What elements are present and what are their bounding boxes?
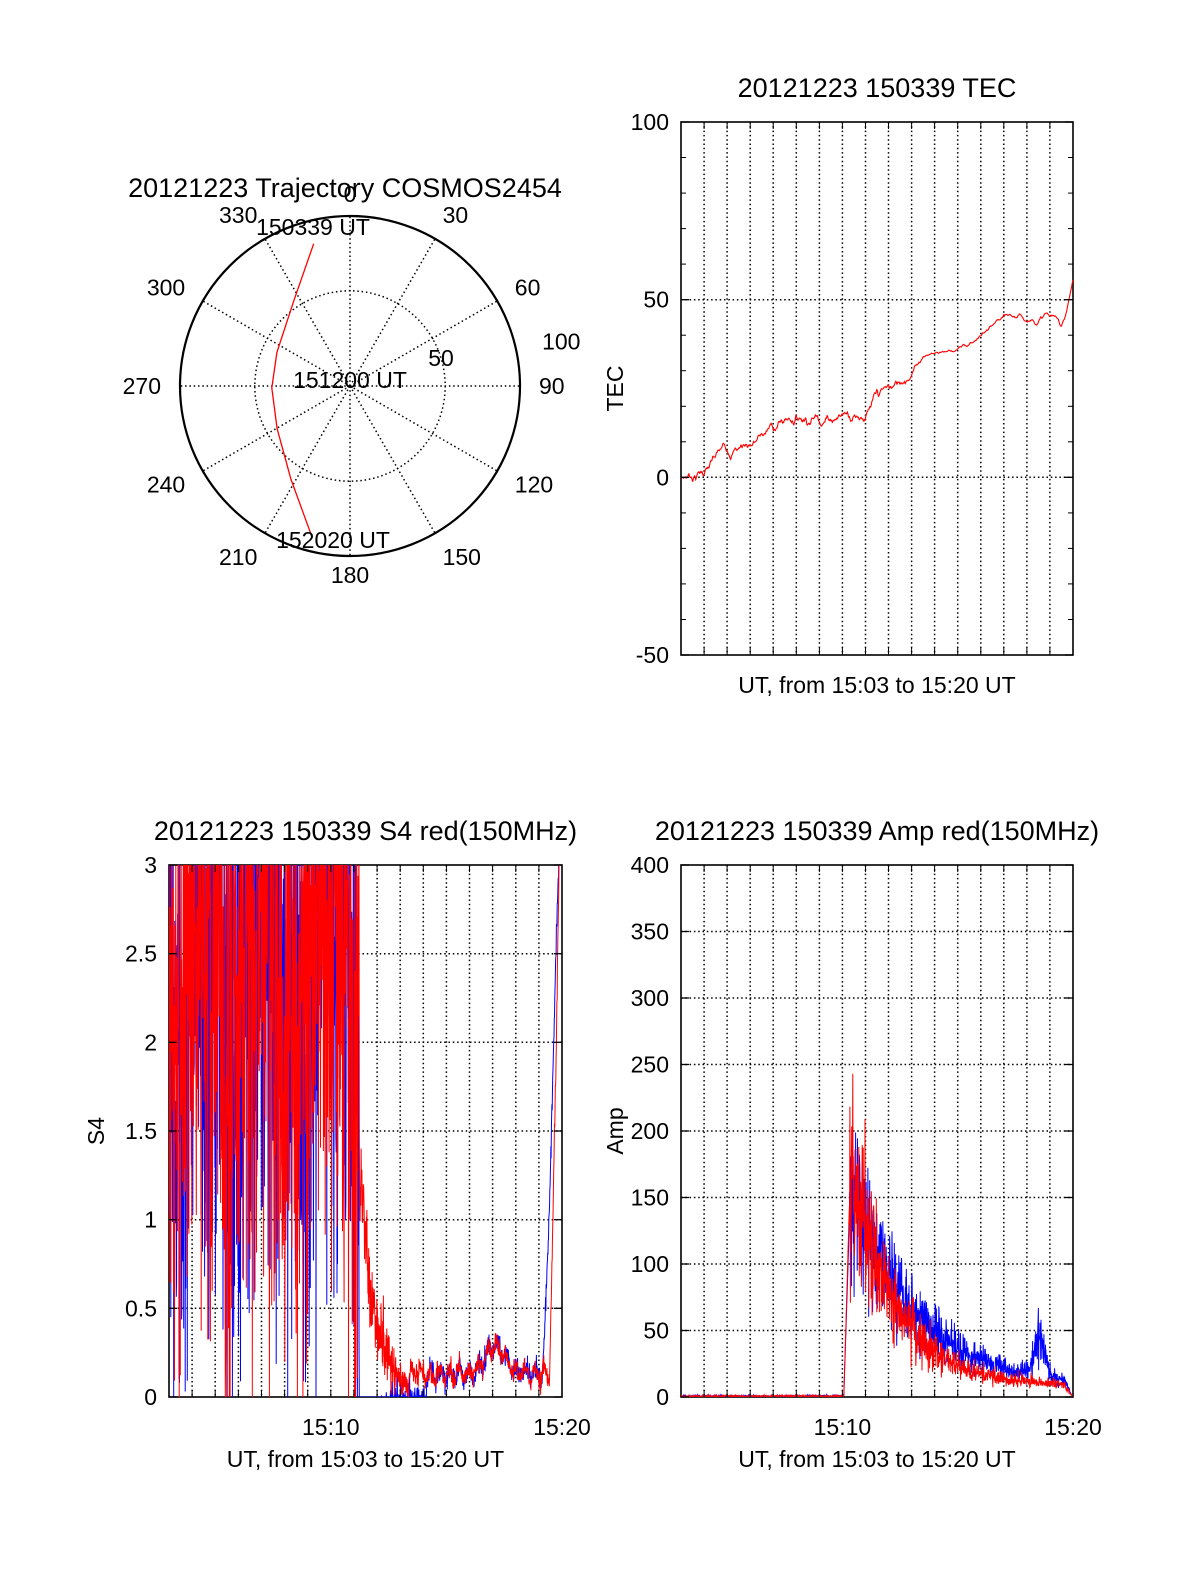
svg-text:UT, from 15:03 to 15:20 UT: UT, from 15:03 to 15:20 UT bbox=[227, 1446, 504, 1472]
svg-text:60: 60 bbox=[515, 274, 541, 300]
svg-text:15:10: 15:10 bbox=[302, 1414, 360, 1440]
svg-text:2: 2 bbox=[144, 1029, 157, 1055]
svg-text:200: 200 bbox=[631, 1118, 669, 1144]
svg-text:30: 30 bbox=[443, 202, 469, 228]
svg-text:300: 300 bbox=[631, 985, 669, 1011]
svg-text:-50: -50 bbox=[636, 642, 669, 668]
svg-text:151200 UT: 151200 UT bbox=[293, 367, 407, 393]
svg-text:1: 1 bbox=[144, 1207, 157, 1233]
svg-text:TEC: TEC bbox=[602, 366, 628, 412]
svg-text:100: 100 bbox=[631, 1251, 669, 1277]
svg-text:UT, from 15:03 to 15:20 UT: UT, from 15:03 to 15:20 UT bbox=[738, 1446, 1015, 1472]
svg-text:20121223 150339 S4 red(150MHz): 20121223 150339 S4 red(150MHz) bbox=[154, 816, 577, 846]
svg-text:120: 120 bbox=[515, 472, 553, 498]
svg-text:240: 240 bbox=[147, 472, 185, 498]
svg-text:0: 0 bbox=[656, 464, 669, 490]
svg-text:270: 270 bbox=[123, 373, 161, 399]
svg-text:250: 250 bbox=[631, 1052, 669, 1078]
svg-text:300: 300 bbox=[147, 274, 185, 300]
svg-text:20121223 150339 Amp red(150MHz: 20121223 150339 Amp red(150MHz) bbox=[655, 816, 1099, 846]
svg-text:Amp: Amp bbox=[602, 1107, 628, 1154]
svg-text:0: 0 bbox=[344, 181, 357, 207]
svg-text:100: 100 bbox=[631, 109, 669, 135]
svg-text:20121223 150339 TEC: 20121223 150339 TEC bbox=[738, 73, 1017, 103]
svg-text:2.5: 2.5 bbox=[125, 941, 157, 967]
svg-text:330: 330 bbox=[219, 202, 257, 228]
svg-text:50: 50 bbox=[643, 1318, 669, 1344]
svg-text:1.5: 1.5 bbox=[125, 1118, 157, 1144]
svg-text:180: 180 bbox=[331, 562, 369, 588]
svg-text:3: 3 bbox=[144, 852, 157, 878]
svg-text:15:10: 15:10 bbox=[814, 1414, 872, 1440]
svg-text:152020 UT: 152020 UT bbox=[276, 527, 390, 553]
svg-text:15:20: 15:20 bbox=[533, 1414, 591, 1440]
svg-text:350: 350 bbox=[631, 919, 669, 945]
svg-text:UT, from 15:03 to 15:20 UT: UT, from 15:03 to 15:20 UT bbox=[738, 672, 1015, 698]
svg-text:150: 150 bbox=[443, 544, 481, 570]
svg-text:210: 210 bbox=[219, 544, 257, 570]
svg-text:400: 400 bbox=[631, 852, 669, 878]
svg-text:0: 0 bbox=[144, 1384, 157, 1410]
svg-text:0: 0 bbox=[656, 1384, 669, 1410]
svg-text:S4: S4 bbox=[83, 1117, 109, 1145]
svg-text:15:20: 15:20 bbox=[1044, 1414, 1102, 1440]
svg-text:150339 UT: 150339 UT bbox=[256, 214, 370, 240]
svg-text:90: 90 bbox=[539, 373, 565, 399]
svg-text:50: 50 bbox=[428, 345, 454, 371]
svg-text:0.5: 0.5 bbox=[125, 1295, 157, 1321]
svg-text:100: 100 bbox=[542, 329, 580, 355]
svg-text:50: 50 bbox=[643, 287, 669, 313]
svg-text:150: 150 bbox=[631, 1185, 669, 1211]
